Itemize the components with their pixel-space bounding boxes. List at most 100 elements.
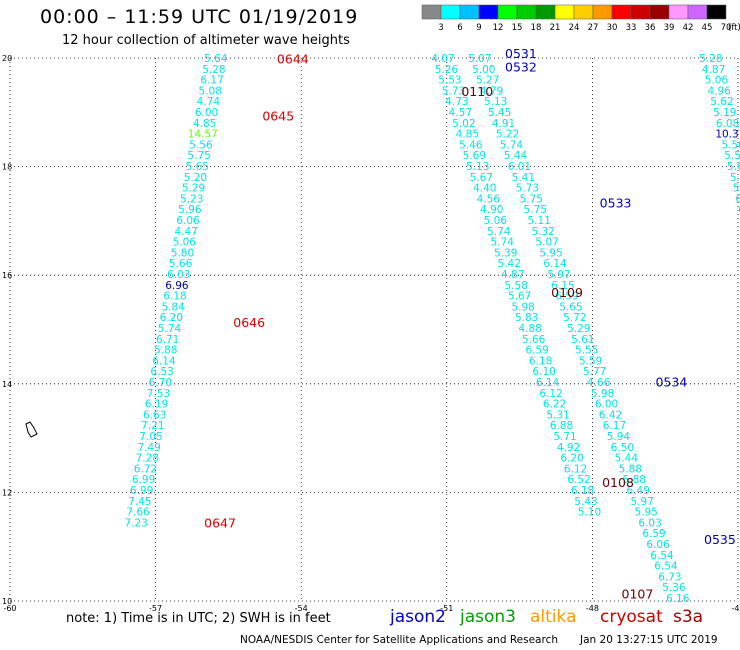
credit-line: NOAA/NESDIS Center for Satellite Applica… <box>240 634 558 646</box>
wave-height-point: 5.43 <box>574 496 597 508</box>
wave-height-point: 5.59 <box>579 355 602 367</box>
wave-height-point: 6.03 <box>167 269 190 281</box>
wave-height-point: 5.27 <box>476 75 499 87</box>
wave-height-point: 6.27 <box>738 204 740 216</box>
wave-height-point: 6.17 <box>603 420 626 432</box>
wave-height-point: 5.53 <box>724 150 740 162</box>
wave-height-point: 5.74 <box>158 323 182 335</box>
pass-time-label: 0107 <box>622 586 654 601</box>
wave-height-point: 6.42 <box>599 409 622 421</box>
colorbar-tick: 39 <box>664 23 675 33</box>
wave-height-point: 5.88 <box>623 474 646 486</box>
x-tick-label: -48 <box>586 604 599 613</box>
wave-height-point: 5.67 <box>508 291 531 303</box>
x-tick-label: -54 <box>295 604 308 613</box>
wave-height-point: 5.44 <box>504 150 528 162</box>
colorbar-tick: 27 <box>588 23 599 33</box>
wave-height-point: 4.07 <box>431 53 454 65</box>
wave-height-point: 6.14 <box>152 355 176 367</box>
wave-height-point: 6.53 <box>150 366 173 378</box>
wave-height-point: 6.20 <box>160 312 183 324</box>
wave-height-point: 4.88 <box>518 323 541 335</box>
wave-height-point: 5.36 <box>662 582 686 594</box>
wave-height-point: 6.16 <box>666 593 690 605</box>
wave-height-point: 4.85 <box>456 129 479 141</box>
wave-height-point: 5.28 <box>202 64 225 76</box>
wave-height-point: 6.22 <box>543 399 566 411</box>
page-title: 00:00 – 11:59 UTC 01/19/2019 <box>40 6 359 28</box>
wave-height-point: 5.95 <box>539 247 562 259</box>
wave-height-point: 5.55 <box>575 345 598 357</box>
legend-jason2: jason2 <box>390 607 446 627</box>
colorbar-tick: 12 <box>493 23 504 33</box>
wave-height-point: 6.20 <box>560 453 583 465</box>
wave-height-point: 6.10 <box>532 366 555 378</box>
wave-height-point: 5.56 <box>189 139 213 151</box>
wave-height-point: 5.06 <box>705 75 729 87</box>
wave-height-point: 5.02 <box>452 118 475 130</box>
wave-height-point: 5.32 <box>531 226 554 238</box>
wave-height-point: 4.47 <box>174 226 197 238</box>
wave-height-point: 6.54 <box>650 550 674 562</box>
wave-height-point: 6.14 <box>543 258 567 270</box>
wave-height-point: 5.72 <box>563 312 586 324</box>
colorbar-tick: 24 <box>569 23 580 33</box>
wave-height-point: 6.96 <box>165 280 189 292</box>
wave-height-point: 6.03 <box>638 517 661 529</box>
wave-height-point: 6.14 <box>536 377 560 389</box>
wave-height-point: 5.77 <box>583 366 606 378</box>
wave-height-point: 6.18 <box>529 355 552 367</box>
wave-height-point: 5.75 <box>187 150 210 162</box>
wave-height-point: 6.99 <box>130 485 153 497</box>
pass-time-label: 0110 <box>461 84 493 99</box>
island-outline <box>25 421 38 438</box>
x-tick-label: -60 <box>3 604 16 613</box>
wave-height-point: 5.62 <box>710 96 733 108</box>
y-tick-label: 20 <box>2 54 12 63</box>
wave-height-point: 6.18 <box>571 485 594 497</box>
wave-height-point: 5.08 <box>199 85 222 97</box>
wave-height-point: 5.74 <box>500 139 524 151</box>
wave-height-point: 6.59 <box>642 528 665 540</box>
wave-height-point: 14.57 <box>188 129 218 141</box>
wave-height-point: 6.54 <box>654 561 678 573</box>
wave-height-point: 4.96 <box>707 85 731 97</box>
wave-height-point: 6.49 <box>627 485 650 497</box>
wave-height-point: 5.23 <box>180 193 203 205</box>
wave-height-point: 5.07 <box>535 237 558 249</box>
wave-height-point: 5.10 <box>578 507 601 519</box>
pass-time-label: 0645 <box>262 108 294 123</box>
wave-height-point: 7.05 <box>139 431 162 443</box>
wave-height-point: 5.20 <box>184 172 207 184</box>
colorbar-tick: 36 <box>645 23 656 33</box>
colorbar-tick: 42 <box>683 23 694 33</box>
wave-height-point: 7.66 <box>126 507 150 519</box>
wave-height-point: 5.41 <box>512 172 535 184</box>
wave-height-point: 4.87 <box>501 269 524 281</box>
wave-height-point: 5.31 <box>546 409 569 421</box>
wave-height-point: 5.75 <box>520 193 543 205</box>
wave-height-point: 5.67 <box>470 172 493 184</box>
colorbar-tick: 21 <box>550 23 561 33</box>
wave-height-point: 5.29 <box>567 323 590 335</box>
page-subtitle: 12 hour collection of altimeter wave hei… <box>62 33 350 48</box>
wave-height-point: 5.74 <box>487 226 511 238</box>
wave-height-point: 5.60 <box>730 172 740 184</box>
wave-height-point: 5.66 <box>169 258 193 270</box>
wave-height-point: 7.23 <box>124 517 147 529</box>
footnote: note: 1) Time is in UTC; 2) SWH is in fe… <box>66 611 331 626</box>
wave-height-point: 5.73 <box>442 85 465 97</box>
wave-height-point: 5.46 <box>459 139 483 151</box>
wave-height-point: 5.84 <box>162 301 186 313</box>
wave-height-point: 6.12 <box>564 463 587 475</box>
wave-height-point: 6.59 <box>525 345 548 357</box>
x-tick-label: -45 <box>731 604 740 613</box>
colorbar-unit: (ft) <box>728 23 740 33</box>
wave-height-point: 4.57 <box>449 107 472 119</box>
wave-height-point: 5.42 <box>498 258 521 270</box>
y-tick-label: 14 <box>2 380 12 389</box>
pass-time-label: 0646 <box>233 315 265 330</box>
wave-height-point: 5.97 <box>630 496 653 508</box>
colorbar-tick: 45 <box>702 23 713 33</box>
